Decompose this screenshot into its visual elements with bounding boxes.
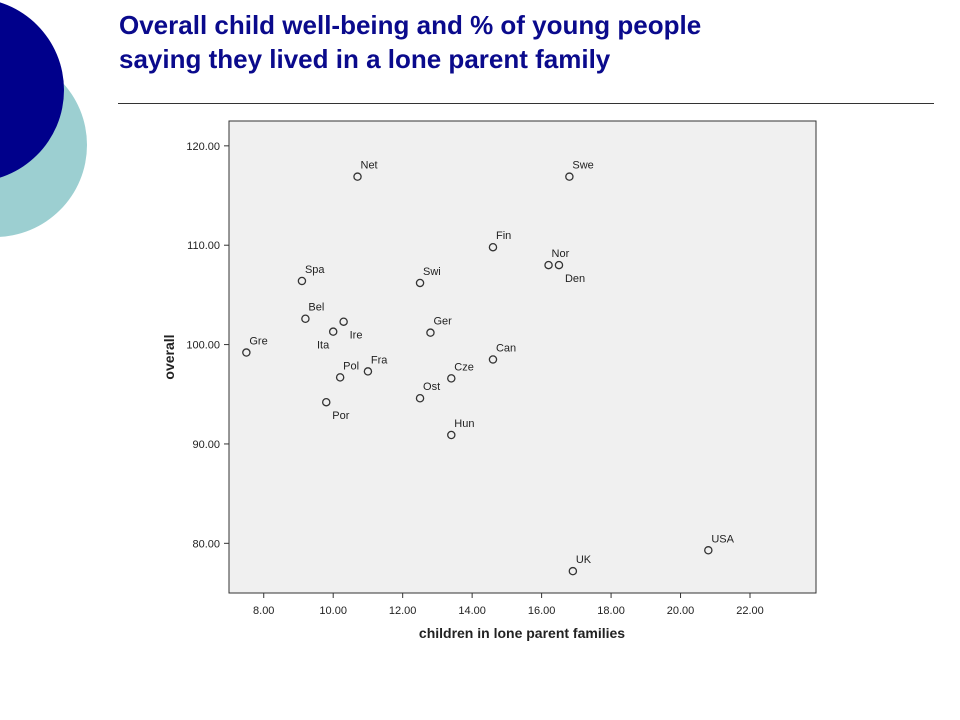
point-marker — [242, 348, 251, 357]
x-tick-label: 12.00 — [389, 605, 417, 617]
decorative-circles — [0, 2, 87, 237]
point-marker — [363, 367, 373, 376]
title-divider — [118, 103, 934, 104]
point-marker — [415, 278, 425, 288]
data-point: Ost — [415, 381, 440, 403]
point-marker — [335, 373, 345, 382]
data-point: Ita — [317, 327, 338, 352]
point-label: Ita — [317, 340, 330, 352]
point-label: Cze — [454, 361, 474, 373]
data-point: Net — [353, 160, 378, 181]
point-label: UK — [576, 554, 592, 566]
data-point: Por — [322, 397, 350, 422]
x-tick-label: 18.00 — [597, 605, 625, 617]
point-marker — [426, 328, 435, 337]
data-point: Hun — [447, 418, 474, 440]
data-point: Bel — [301, 302, 324, 323]
point-label: Ire — [350, 330, 363, 342]
point-label: Fin — [496, 230, 511, 242]
point-label: Ger — [433, 316, 452, 328]
point-label: Can — [496, 342, 516, 354]
x-tick-label: 16.00 — [528, 605, 556, 617]
y-axis-label: overall — [161, 334, 177, 379]
data-point: Fra — [363, 354, 388, 376]
data-point: Pol — [335, 360, 359, 382]
data-point: Spa — [297, 264, 325, 286]
data-point: Fin — [488, 230, 511, 252]
point-marker — [704, 546, 713, 555]
point-marker — [488, 355, 498, 364]
point-marker — [297, 276, 307, 286]
x-tick-label: 20.00 — [667, 605, 695, 617]
data-point: Nor — [544, 248, 570, 270]
point-marker — [488, 242, 498, 252]
data-point: Swe — [565, 160, 594, 181]
data-point: Ire — [339, 317, 363, 342]
point-label: Bel — [308, 302, 324, 314]
point-label: USA — [711, 533, 734, 545]
data-point: USA — [704, 533, 735, 555]
y-tick-label: 120.00 — [186, 141, 220, 153]
x-tick-label: 8.00 — [253, 605, 274, 617]
point-label: Swi — [423, 266, 441, 278]
decorative-dark-circle — [0, 2, 64, 178]
point-label: Pol — [343, 360, 359, 372]
data-point: Ger — [426, 316, 452, 337]
point-label: Hun — [454, 418, 474, 430]
point-marker — [301, 314, 310, 323]
y-tick-label: 80.00 — [192, 538, 220, 550]
slide-title-line-1: Overall child well-being and % of young … — [119, 10, 702, 40]
point-label: Den — [565, 273, 585, 285]
y-axis-ticks: 80.00 90.00 100.00 110.00 120.00 — [186, 141, 229, 550]
point-label: Spa — [305, 264, 325, 276]
x-axis-label: children in lone parent families — [419, 625, 625, 641]
data-points: Net Swe Fin Nor Den Spa Swi Bel Ire Ita Ger Gre Can F… — [242, 160, 735, 576]
point-marker — [447, 374, 456, 383]
point-label: Nor — [552, 248, 570, 260]
x-axis-ticks: 8.00 10.00 12.00 14.00 16.00 18.00 20.00 22.00 — [253, 593, 764, 617]
slide-title-line-2: saying they lived in a lone parent famil… — [119, 44, 611, 74]
data-point: Gre — [242, 336, 268, 357]
point-marker — [415, 393, 425, 403]
data-point: UK — [568, 554, 592, 576]
plot-area — [228, 120, 817, 594]
x-tick-label: 22.00 — [736, 605, 764, 617]
y-tick-label: 90.00 — [192, 439, 220, 451]
point-marker — [565, 172, 574, 181]
point-marker — [554, 260, 564, 270]
data-point: Cze — [447, 361, 474, 383]
slide-title: Overall child well-being and % of young … — [119, 8, 919, 76]
x-tick-label: 14.00 — [458, 605, 486, 617]
point-marker — [544, 260, 553, 270]
point-label: Fra — [371, 354, 388, 366]
y-tick-label: 100.00 — [186, 340, 220, 352]
point-marker — [328, 327, 338, 336]
data-point: Swi — [415, 266, 441, 288]
data-point: Can — [488, 342, 516, 364]
point-marker — [322, 397, 331, 407]
point-marker — [447, 430, 456, 440]
point-label: Swe — [572, 160, 593, 172]
x-tick-label: 10.00 — [319, 605, 347, 617]
point-marker — [353, 172, 362, 181]
point-label: Net — [361, 160, 378, 172]
point-marker — [568, 566, 578, 576]
data-point: Den — [554, 260, 585, 285]
point-marker — [339, 317, 348, 326]
point-label: Gre — [249, 336, 267, 348]
point-label: Ost — [423, 381, 440, 393]
point-label: Por — [332, 410, 349, 422]
y-tick-label: 110.00 — [187, 240, 220, 252]
